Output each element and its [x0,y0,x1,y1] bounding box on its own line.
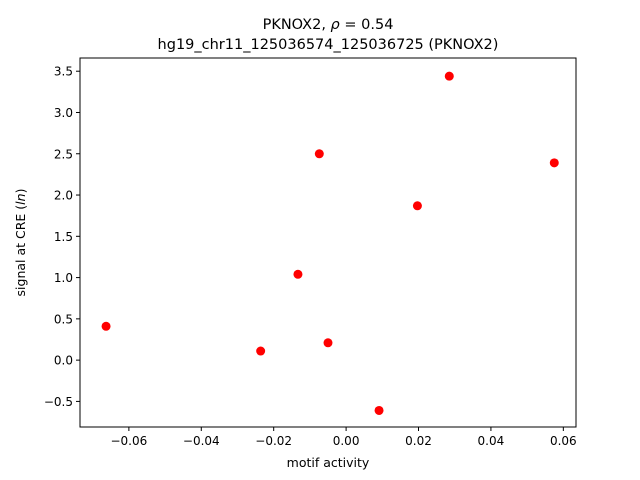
y-axis-label: signal at CRE (ln) [13,189,28,297]
y-tick-label: 0.5 [54,312,73,326]
data-point [549,158,559,168]
data-point [101,321,111,331]
y-tick-label: 3.5 [54,65,73,79]
y-tick-label: 0.0 [54,354,73,368]
data-point [256,346,266,356]
x-tick-label: 0.02 [405,434,432,448]
y-axis-label-prefix: signal at CRE ( [13,205,28,297]
data-point [293,269,303,279]
x-tick-label: 0.00 [333,434,360,448]
x-tick-label: −0.06 [110,434,147,448]
chart-title-line1: PKNOX2, ρ = 0.54 [263,17,394,33]
data-points [101,71,559,415]
y-tick-label: −0.5 [44,395,73,409]
chart-title-line2: hg19_chr11_125036574_125036725 (PKNOX2) [158,37,499,53]
y-axis-ticks: −0.5 0.0 0.5 1.0 1.5 2.0 2.5 3.0 3.5 [44,65,80,409]
x-tick-label: 0.04 [478,434,505,448]
title-rho-symbol: ρ [331,17,341,33]
x-tick-label: −0.04 [183,434,220,448]
data-point [314,149,324,159]
y-tick-label: 1.0 [54,271,73,285]
title-rho-value: = 0.54 [340,17,394,33]
y-tick-label: 2.0 [54,189,73,203]
plot-area-frame [79,57,577,428]
x-tick-label: −0.02 [255,434,292,448]
x-axis-ticks: −0.06 −0.04 −0.02 0.00 0.02 0.04 0.06 [110,427,577,448]
y-axis-label-suffix: ) [13,189,28,194]
data-point [374,405,384,415]
data-point [444,71,454,81]
data-point [412,201,422,211]
x-axis-label: motif activity [287,455,370,470]
y-tick-label: 1.5 [54,230,73,244]
title-gene: PKNOX2, [263,17,331,33]
x-tick-label: 0.06 [550,434,577,448]
data-point [323,338,333,348]
y-tick-label: 3.0 [54,106,73,120]
y-tick-label: 2.5 [54,147,73,161]
y-axis-label-italic: ln [13,193,28,204]
